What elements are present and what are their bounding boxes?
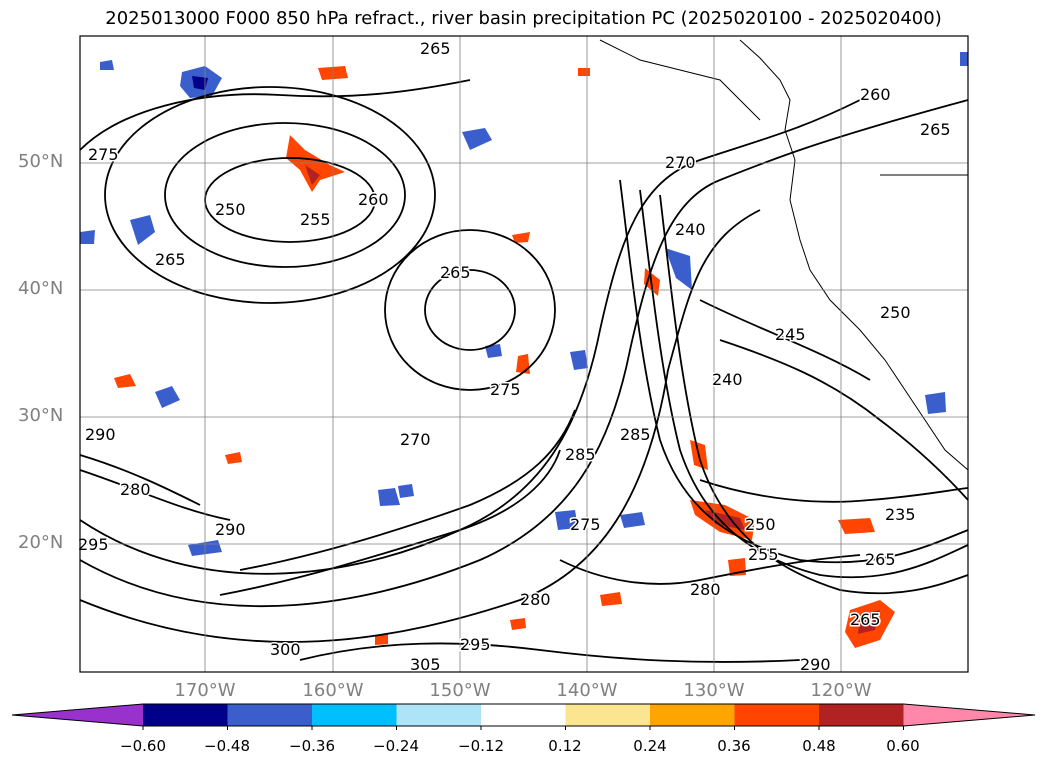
lat-label-30n: 30°N xyxy=(18,405,64,426)
colorbar xyxy=(11,703,1036,730)
contour-label: 305 xyxy=(410,655,441,674)
lon-label-160w: 160°W xyxy=(302,680,364,701)
lon-label-130w: 130°W xyxy=(683,680,745,701)
refractivity-contours xyxy=(79,79,969,663)
colorbar-segment xyxy=(481,704,566,726)
contour-label: 285 xyxy=(565,445,596,464)
coastlines xyxy=(599,39,969,471)
colorbar-segment xyxy=(312,704,397,726)
contour-label: 280 xyxy=(120,480,151,499)
contour-label: 295 xyxy=(460,635,491,654)
graticule xyxy=(80,36,968,672)
contour-label: 285 xyxy=(620,425,651,444)
contour-label: 250 xyxy=(745,515,776,534)
contour-label: 240 xyxy=(675,220,706,239)
contour-label: 275 xyxy=(570,515,601,534)
lon-label-120w: 120°W xyxy=(810,680,872,701)
lat-label-50n: 50°N xyxy=(18,151,64,172)
contour-label: 290 xyxy=(215,520,246,539)
map-title: 2025013000 F000 850 hPa refract., river … xyxy=(105,8,942,29)
colorbar-segment xyxy=(650,704,735,726)
contour-label: 265 xyxy=(155,250,186,269)
colorbar-tick: −0.60 xyxy=(120,737,166,755)
colorbar-segment xyxy=(819,704,904,726)
contour-label: 250 xyxy=(880,303,911,322)
contour-label: 260 xyxy=(860,85,891,104)
colorbar-extend-low xyxy=(12,704,143,726)
colorbar-tick: 0.12 xyxy=(548,737,582,755)
contour-label: 265 xyxy=(850,610,881,629)
contour-label: 265 xyxy=(865,550,896,569)
colorbar-tick: 0.24 xyxy=(633,737,667,755)
contour-label: 255 xyxy=(748,545,779,564)
colorbar-tick: 0.48 xyxy=(802,737,836,755)
precipitation-shading xyxy=(80,52,968,648)
colorbar-segment xyxy=(227,704,313,726)
contour-label: 265 xyxy=(440,263,471,282)
contour-label: 270 xyxy=(400,430,431,449)
colorbar-tick: 0.36 xyxy=(717,737,751,755)
contour-label: 265 xyxy=(920,120,951,139)
map-frame xyxy=(79,35,969,673)
contour-label: 300 xyxy=(270,640,301,659)
lat-label-40n: 40°N xyxy=(18,278,64,299)
colorbar-segment xyxy=(734,704,820,726)
contour-label: 295 xyxy=(78,535,109,554)
colorbar-extend-high xyxy=(903,704,1035,726)
colorbar-tick: 0.60 xyxy=(886,737,920,755)
contour-label: 275 xyxy=(88,145,119,164)
contour-label: 250 xyxy=(215,200,246,219)
contour-label: 255 xyxy=(300,210,331,229)
colorbar-tick: −0.48 xyxy=(204,737,250,755)
colorbar-segment xyxy=(143,704,228,726)
contour-label: 260 xyxy=(358,190,389,209)
contour-label: 280 xyxy=(520,590,551,609)
contour-label: 275 xyxy=(490,380,521,399)
colorbar-segment xyxy=(396,704,482,726)
contour-labels: 265 275 250 255 260 265 265 270 260 250 240 245 240 2… xyxy=(77,38,953,676)
contour-label: 290 xyxy=(800,655,831,674)
contour-label: 280 xyxy=(690,580,721,599)
lat-label-20n: 20°N xyxy=(18,532,64,553)
colorbar-tick: −0.24 xyxy=(373,737,419,755)
colorbar-tick: −0.12 xyxy=(458,737,504,755)
colorbar-tick: −0.36 xyxy=(289,737,335,755)
lon-label-150w: 150°W xyxy=(429,680,491,701)
contour-label: 265 xyxy=(420,39,451,58)
contour-label: 235 xyxy=(885,505,916,524)
lon-label-140w: 140°W xyxy=(556,680,618,701)
colorbar-segment xyxy=(565,704,651,726)
contour-label: 270 xyxy=(665,153,696,172)
lon-label-170w: 170°W xyxy=(174,680,236,701)
contour-label: 245 xyxy=(775,325,806,344)
contour-label: 290 xyxy=(85,425,116,444)
contour-label: 240 xyxy=(712,370,743,389)
